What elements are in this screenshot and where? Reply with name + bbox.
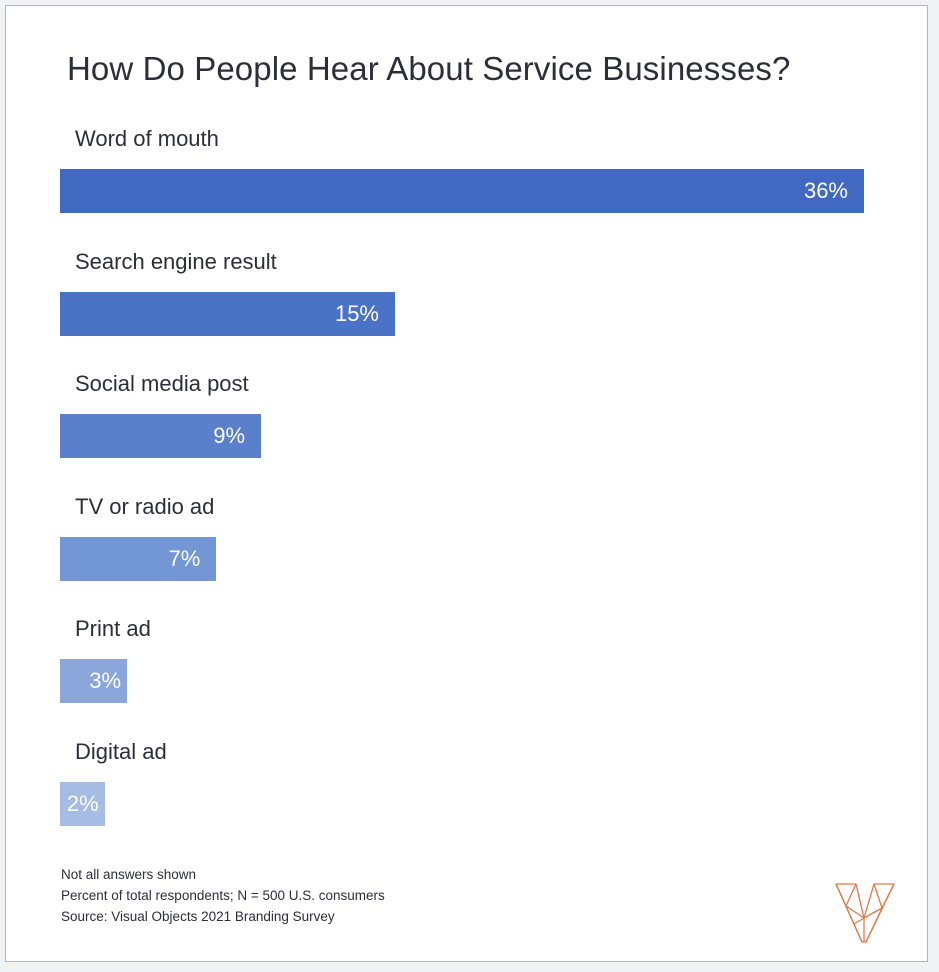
category-label-search-engine-result: Search engine result (75, 248, 277, 274)
bar-digital-ad: 2% (60, 781, 105, 826)
bar-word-of-mouth: 36% (60, 169, 864, 213)
category-label-digital-ad: Digital ad (75, 738, 167, 764)
bar-value-label-print-ad: 3% (89, 668, 121, 693)
bar-value-label-word-of-mouth: 36% (803, 178, 848, 203)
category-label-social-media-post: Social media post (75, 371, 249, 396)
note-not-all-answers: Not all answers shown (61, 867, 197, 882)
geometric-v-logo-icon (835, 883, 895, 943)
bar-value-label-search-engine-result: 15% (334, 300, 379, 326)
bar-chart: Word of mouth 36% Search engine result 15% S… (60, 110, 880, 830)
bar-value-label-social-media-post: 9% (213, 423, 245, 448)
note-respondents: Percent of total respondents; N = 500 U.… (61, 888, 385, 903)
note-source: Source: Visual Objects 2021 Branding Sur… (61, 909, 335, 924)
bar-social-media-post: 9% (60, 414, 261, 458)
bar-value-label-digital-ad: 2% (66, 790, 99, 816)
bar-value-label-tv-or-radio-ad: 7% (168, 545, 201, 571)
chart-title: How Do People Hear About Service Busines… (67, 50, 791, 87)
category-label-print-ad: Print ad (75, 616, 151, 641)
category-label-word-of-mouth: Word of mouth (75, 126, 219, 151)
chart-notes: Not all answers shown Percent of total r… (61, 864, 385, 927)
bar-search-engine-result: 15% (60, 291, 395, 336)
category-label-tv-or-radio-ad: TV or radio ad (75, 493, 215, 519)
chart-card: How Do People Hear About Service Busines… (5, 5, 928, 962)
bar-tv-or-radio-ad: 7% (60, 536, 217, 581)
bar-print-ad: 3% (60, 659, 127, 703)
